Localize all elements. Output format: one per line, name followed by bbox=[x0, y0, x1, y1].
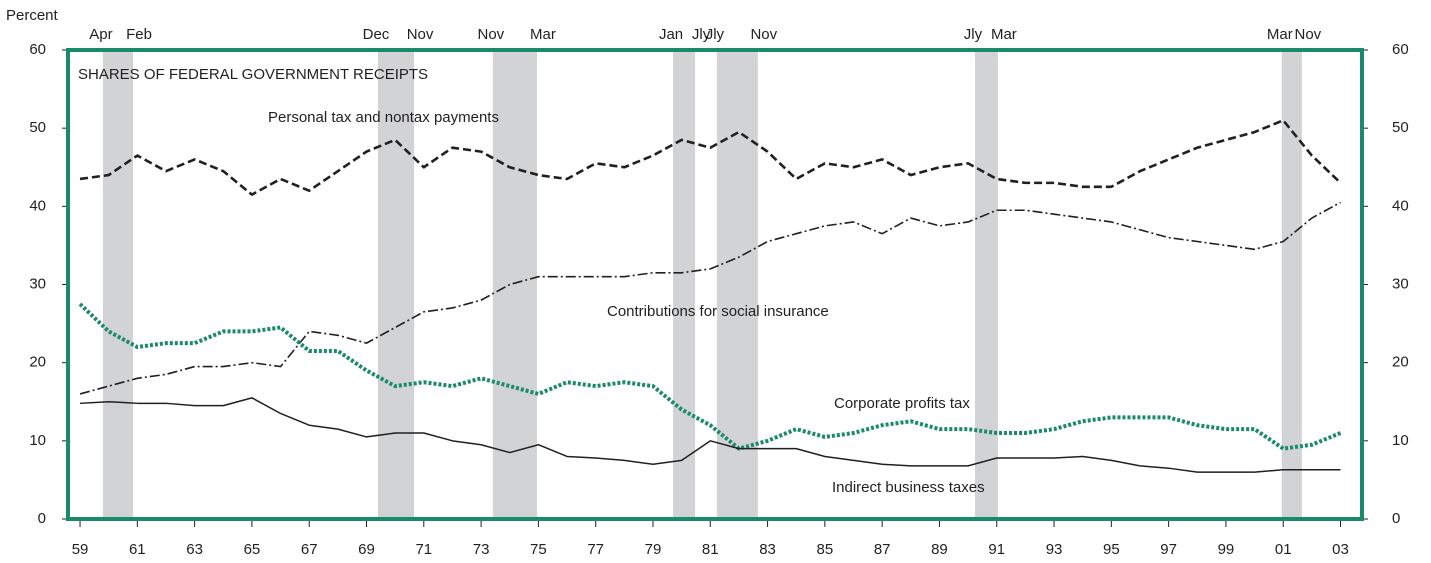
series-line bbox=[79, 397, 1341, 473]
series-line bbox=[79, 119, 1342, 196]
recession-band bbox=[716, 50, 758, 519]
x-tick-label: 85 bbox=[817, 541, 834, 558]
recession-start-label: Mar bbox=[1267, 26, 1293, 43]
series-line bbox=[79, 201, 1341, 395]
y-tick-label: 10 bbox=[29, 432, 46, 449]
chart-title: SHARES OF FEDERAL GOVERNMENT RECEIPTS bbox=[78, 66, 428, 83]
y-tick-label: 20 bbox=[29, 354, 46, 371]
x-tick-label: 61 bbox=[129, 541, 146, 558]
recession-band bbox=[974, 50, 998, 519]
y-tick-label: 40 bbox=[29, 197, 46, 214]
y2-tick-label: 20 bbox=[1392, 354, 1409, 371]
x-tick-label: 59 bbox=[72, 541, 89, 558]
y2-tick-label: 50 bbox=[1392, 119, 1409, 136]
x-tick-label: 63 bbox=[186, 541, 203, 558]
y2-tick-label: 0 bbox=[1392, 510, 1400, 527]
y-axis-label: Percent bbox=[6, 7, 59, 24]
x-tick-label: 83 bbox=[759, 541, 776, 558]
recession-band bbox=[673, 50, 696, 519]
x-tick-label: 97 bbox=[1160, 541, 1177, 558]
x-tick-label: 89 bbox=[931, 541, 948, 558]
x-tick-label: 87 bbox=[874, 541, 891, 558]
x-tick-label: 03 bbox=[1332, 541, 1349, 558]
series-label: Contributions for social insurance bbox=[607, 303, 829, 320]
series-line bbox=[78, 302, 1342, 451]
recession-band bbox=[102, 50, 134, 519]
recession-start-label: Jly bbox=[706, 26, 725, 43]
x-tick-label: 65 bbox=[244, 541, 261, 558]
y-tick-label: 60 bbox=[29, 41, 46, 58]
recession-band bbox=[1281, 50, 1302, 519]
x-tick-label: 69 bbox=[358, 541, 375, 558]
x-tick-label: 75 bbox=[530, 541, 547, 558]
recession-end-label: Mar bbox=[991, 26, 1017, 43]
recession-start-label: Jly bbox=[964, 26, 983, 43]
y-tick-label: 50 bbox=[29, 119, 46, 136]
recession-end-label: Mar bbox=[530, 26, 556, 43]
x-tick-label: 67 bbox=[301, 541, 318, 558]
x-tick-label: 93 bbox=[1046, 541, 1063, 558]
series-label: Personal tax and nontax payments bbox=[268, 109, 499, 126]
x-tick-label: 01 bbox=[1275, 541, 1292, 558]
x-tick-label: 81 bbox=[702, 541, 719, 558]
recession-band bbox=[377, 50, 415, 519]
x-tick-label: 79 bbox=[645, 541, 662, 558]
x-tick-label: 95 bbox=[1103, 541, 1120, 558]
recession-end-label: Nov bbox=[407, 26, 434, 43]
series-label: Corporate profits tax bbox=[834, 395, 970, 412]
recession-end-label: Nov bbox=[1294, 26, 1321, 43]
recession-start-label: Apr bbox=[89, 26, 112, 43]
y2-tick-label: 10 bbox=[1392, 432, 1409, 449]
x-tick-label: 71 bbox=[415, 541, 432, 558]
x-tick-label: 99 bbox=[1218, 541, 1235, 558]
y-tick-label: 30 bbox=[29, 275, 46, 292]
y2-tick-label: 60 bbox=[1392, 41, 1409, 58]
y2-tick-label: 30 bbox=[1392, 275, 1409, 292]
series-label: Indirect business taxes bbox=[832, 479, 985, 496]
y2-tick-label: 40 bbox=[1392, 197, 1409, 214]
recession-end-label: Jly bbox=[692, 26, 711, 43]
recession-start-label: Jan bbox=[659, 26, 683, 43]
y-tick-label: 0 bbox=[38, 510, 46, 527]
recession-band bbox=[492, 50, 537, 519]
plot-frame bbox=[66, 48, 1364, 521]
x-tick-label: 91 bbox=[988, 541, 1005, 558]
recession-start-label: Nov bbox=[477, 26, 504, 43]
recession-end-label: Nov bbox=[750, 26, 777, 43]
recession-start-label: Dec bbox=[363, 26, 390, 43]
x-tick-label: 77 bbox=[587, 541, 604, 558]
recession-end-label: Feb bbox=[126, 26, 152, 43]
x-tick-label: 73 bbox=[473, 541, 490, 558]
